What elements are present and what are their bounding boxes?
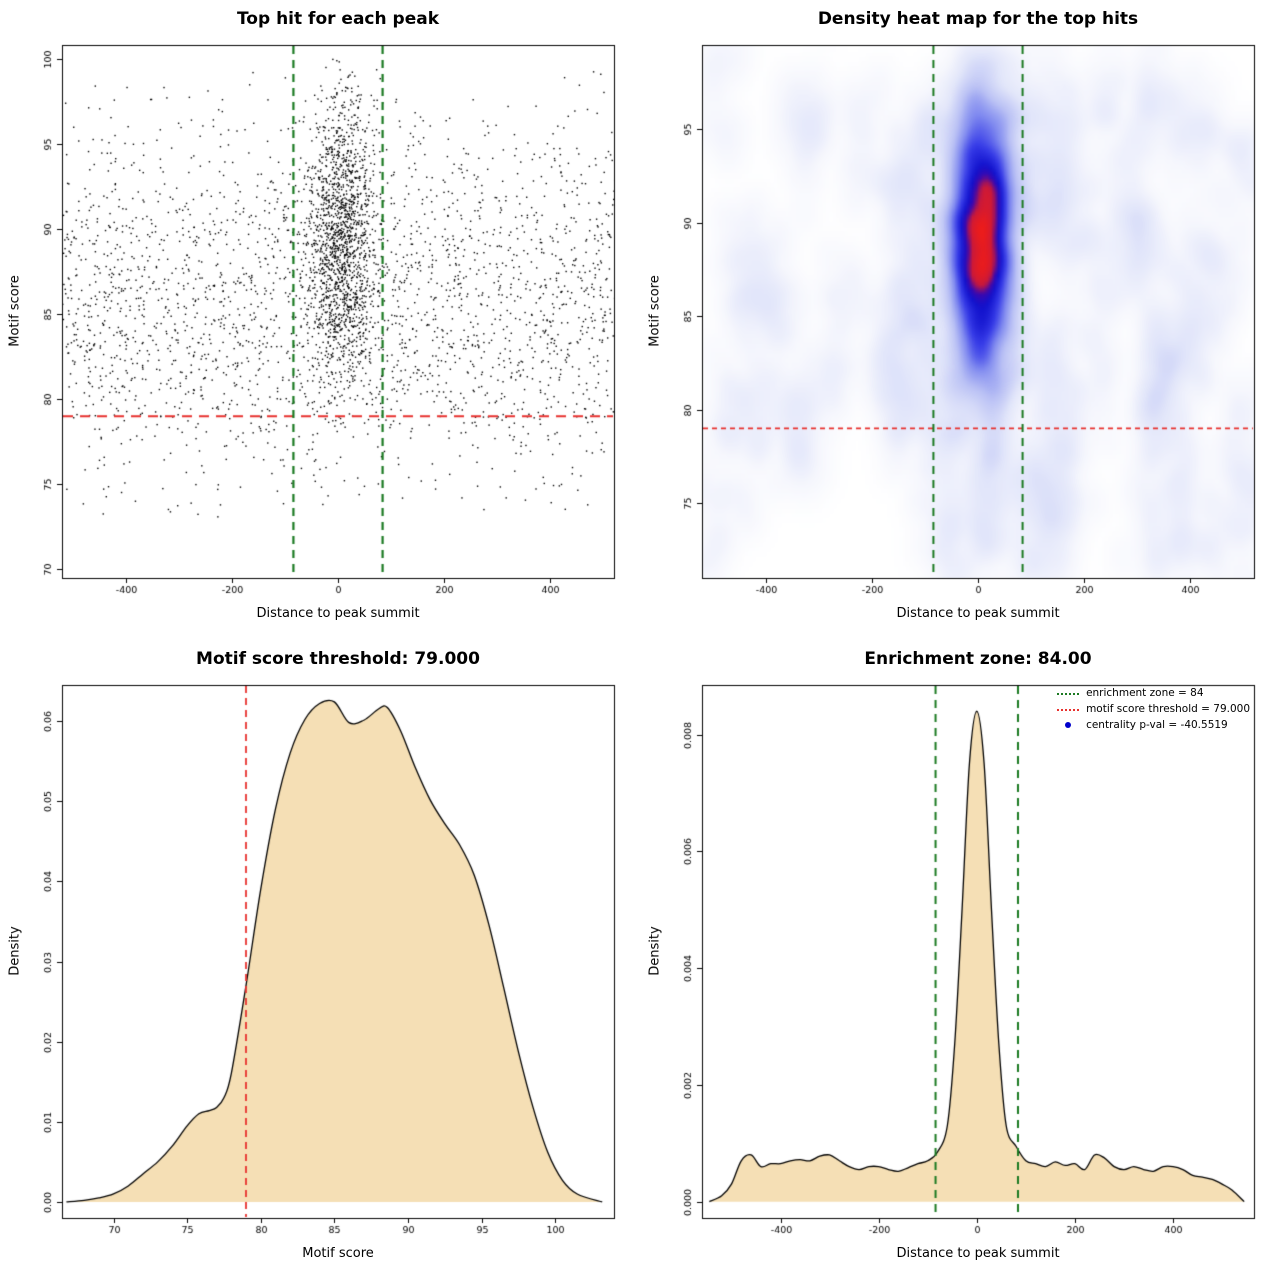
legend-label-enrichment-zone: enrichment zone = 84 — [1086, 687, 1204, 699]
heatmap-x-axis-label: Distance to peak summit — [896, 606, 1060, 621]
legend-item-centrality-pval: centrality p-val = -40.5519 — [1056, 718, 1250, 734]
distance-density-title: Enrichment zone: 84.00 — [864, 649, 1092, 669]
distance-density-canvas — [640, 640, 1280, 1280]
distance-density-y-axis-label: Density — [647, 926, 663, 976]
legend-item-enrichment-zone: enrichment zone = 84 — [1056, 686, 1250, 702]
legend-label-centrality-pval: centrality p-val = -40.5519 — [1086, 718, 1228, 731]
blue-dot-icon — [1065, 722, 1072, 729]
panel-density-heatmap: Density heat map for the top hits Distan… — [640, 0, 1280, 640]
score-density-y-axis-label: Density — [7, 926, 23, 976]
score-density-canvas — [0, 640, 640, 1280]
red-dotted-line-icon — [1057, 708, 1080, 711]
green-dotted-line-icon — [1057, 692, 1080, 695]
panel-top-hits-scatter: Top hit for each peak Distance to peak s… — [0, 0, 640, 640]
distance-density-x-axis-label: Distance to peak summit — [896, 1246, 1060, 1261]
scatter-title: Top hit for each peak — [236, 9, 440, 29]
panel-distance-density: Enrichment zone: 84.00 Distance to peak … — [640, 640, 1280, 1280]
score-density-x-axis-label: Motif score — [302, 1246, 374, 1261]
panel-motif-score-density: Motif score threshold: 79.000 Motif scor… — [0, 640, 640, 1280]
score-density-title: Motif score threshold: 79.000 — [196, 649, 480, 669]
scatter-x-axis-label: Distance to peak summit — [256, 606, 420, 621]
legend-label-motif-threshold: motif score threshold = 79.000 — [1086, 702, 1250, 715]
scatter-canvas — [0, 0, 640, 640]
legend: enrichment zone = 84 motif score thresho… — [1056, 686, 1250, 733]
legend-item-motif-threshold: motif score threshold = 79.000 — [1056, 702, 1250, 718]
heatmap-title: Density heat map for the top hits — [817, 9, 1139, 29]
heatmap-canvas — [640, 0, 1280, 640]
scatter-y-axis-label: Motif score — [7, 275, 23, 347]
heatmap-y-axis-label: Motif score — [647, 275, 663, 347]
